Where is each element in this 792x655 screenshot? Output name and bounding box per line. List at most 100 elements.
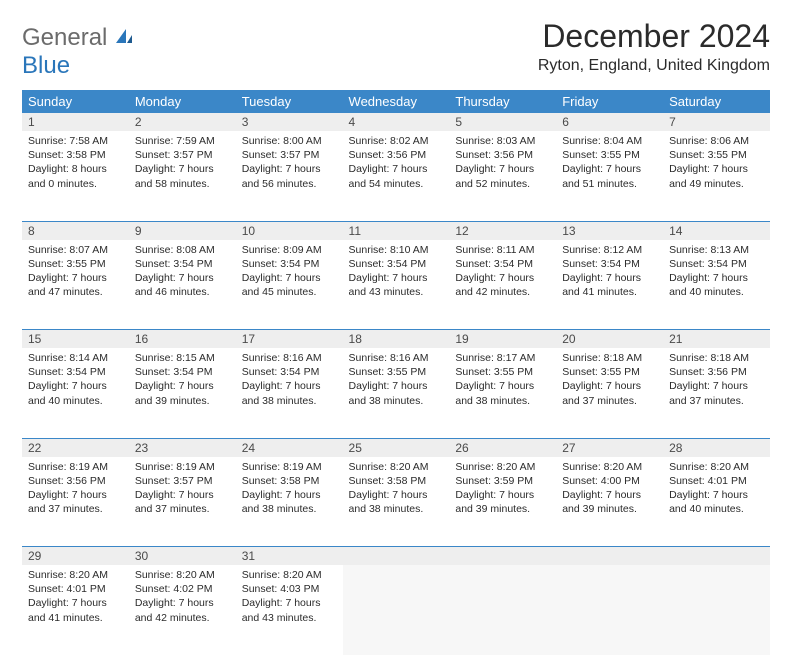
content-row: Sunrise: 8:20 AMSunset: 4:01 PM Daylight:…: [22, 565, 770, 655]
day-content-cell: [343, 565, 450, 655]
day-number-cell: 11: [343, 221, 450, 240]
daylight-text: and 51 minutes.: [562, 177, 657, 191]
day-number-cell: 10: [236, 221, 343, 240]
month-title: December 2024: [538, 18, 770, 55]
day-content-cell: [556, 565, 663, 655]
daylight-text: and 37 minutes.: [28, 502, 123, 516]
sunset-text: Sunset: 3:55 PM: [455, 365, 550, 379]
day-number-cell: 12: [449, 221, 556, 240]
daylight-text: Daylight: 7 hours: [242, 162, 337, 176]
day-number-cell: 28: [663, 438, 770, 457]
content-row: Sunrise: 7:58 AMSunset: 3:58 PMDaylight:…: [22, 131, 770, 221]
sunset-text: Sunset: 4:03 PM: [242, 582, 337, 596]
daylight-text: Daylight: 7 hours: [135, 379, 230, 393]
daylight-text: and 58 minutes.: [135, 177, 230, 191]
day-number-cell: 17: [236, 330, 343, 349]
sunrise-text: Sunrise: 7:59 AM: [135, 134, 230, 148]
day-number-cell: 19: [449, 330, 556, 349]
daylight-text: Daylight: 7 hours: [562, 162, 657, 176]
sunset-text: Sunset: 3:57 PM: [135, 148, 230, 162]
day-number-cell: [556, 547, 663, 566]
weekday-header: Saturday: [663, 90, 770, 113]
daylight-text: Daylight: 7 hours: [562, 271, 657, 285]
content-row: Sunrise: 8:19 AMSunset: 3:56 PMDaylight:…: [22, 457, 770, 547]
sunset-text: Sunset: 3:58 PM: [28, 148, 123, 162]
day-content-cell: Sunrise: 8:00 AMSunset: 3:57 PMDaylight:…: [236, 131, 343, 221]
daynum-row: 1234567: [22, 113, 770, 131]
day-number-cell: 23: [129, 438, 236, 457]
sunset-text: Sunset: 3:54 PM: [455, 257, 550, 271]
sunset-text: Sunset: 3:56 PM: [28, 474, 123, 488]
sunrise-text: Sunrise: 8:11 AM: [455, 243, 550, 257]
sunset-text: Sunset: 3:54 PM: [349, 257, 444, 271]
sunrise-text: Sunrise: 8:16 AM: [242, 351, 337, 365]
sunrise-text: Sunrise: 8:18 AM: [669, 351, 764, 365]
weekday-header: Monday: [129, 90, 236, 113]
sunrise-text: Sunrise: 8:20 AM: [28, 568, 123, 582]
daynum-row: 15161718192021: [22, 330, 770, 349]
daylight-text: and 45 minutes.: [242, 285, 337, 299]
daylight-text: Daylight: 7 hours: [349, 162, 444, 176]
sunrise-text: Sunrise: 8:18 AM: [562, 351, 657, 365]
daylight-text: and 40 minutes.: [28, 394, 123, 408]
day-number-cell: 18: [343, 330, 450, 349]
title-block: December 2024 Ryton, England, United Kin…: [538, 18, 770, 75]
day-number-cell: 3: [236, 113, 343, 131]
day-number-cell: 29: [22, 547, 129, 566]
day-number-cell: 26: [449, 438, 556, 457]
day-content-cell: Sunrise: 8:11 AMSunset: 3:54 PMDaylight:…: [449, 240, 556, 330]
daylight-text: Daylight: 7 hours: [669, 488, 764, 502]
day-content-cell: Sunrise: 8:16 AMSunset: 3:54 PMDaylight:…: [236, 348, 343, 438]
daylight-text: and 38 minutes.: [349, 394, 444, 408]
daylight-text: Daylight: 7 hours: [135, 596, 230, 610]
daylight-text: and 46 minutes.: [135, 285, 230, 299]
day-number-cell: 30: [129, 547, 236, 566]
daylight-text: and 38 minutes.: [349, 502, 444, 516]
daylight-text: Daylight: 7 hours: [135, 162, 230, 176]
sunset-text: Sunset: 3:54 PM: [28, 365, 123, 379]
daylight-text: Daylight: 7 hours: [349, 379, 444, 393]
day-number-cell: 22: [22, 438, 129, 457]
day-number-cell: 31: [236, 547, 343, 566]
sunrise-text: Sunrise: 8:00 AM: [242, 134, 337, 148]
sunrise-text: Sunrise: 8:08 AM: [135, 243, 230, 257]
day-content-cell: Sunrise: 8:13 AMSunset: 3:54 PMDaylight:…: [663, 240, 770, 330]
daynum-row: 891011121314: [22, 221, 770, 240]
daylight-text: Daylight: 7 hours: [28, 488, 123, 502]
weekday-header: Wednesday: [343, 90, 450, 113]
day-content-cell: Sunrise: 8:18 AMSunset: 3:56 PMDaylight:…: [663, 348, 770, 438]
sunset-text: Sunset: 3:54 PM: [242, 365, 337, 379]
day-content-cell: Sunrise: 8:20 AMSunset: 3:58 PMDaylight:…: [343, 457, 450, 547]
daylight-text: Daylight: 7 hours: [349, 271, 444, 285]
day-number-cell: 20: [556, 330, 663, 349]
sunset-text: Sunset: 4:01 PM: [28, 582, 123, 596]
daylight-text: Daylight: 7 hours: [349, 488, 444, 502]
day-number-cell: 25: [343, 438, 450, 457]
day-number-cell: 4: [343, 113, 450, 131]
sunset-text: Sunset: 3:54 PM: [135, 257, 230, 271]
logo: General Blue: [22, 18, 134, 80]
logo-sail-icon: [114, 32, 134, 49]
weekday-header: Sunday: [22, 90, 129, 113]
sunrise-text: Sunrise: 8:20 AM: [562, 460, 657, 474]
daylight-text: and 37 minutes.: [669, 394, 764, 408]
day-number-cell: 21: [663, 330, 770, 349]
day-content-cell: Sunrise: 8:19 AMSunset: 3:58 PMDaylight:…: [236, 457, 343, 547]
daylight-text: and 0 minutes.: [28, 177, 123, 191]
day-number-cell: 7: [663, 113, 770, 131]
sunset-text: Sunset: 3:57 PM: [135, 474, 230, 488]
daylight-text: Daylight: 7 hours: [135, 488, 230, 502]
sunrise-text: Sunrise: 8:09 AM: [242, 243, 337, 257]
sunset-text: Sunset: 3:56 PM: [669, 365, 764, 379]
day-content-cell: [663, 565, 770, 655]
weekday-header: Tuesday: [236, 90, 343, 113]
daylight-text: Daylight: 7 hours: [455, 162, 550, 176]
sunrise-text: Sunrise: 8:17 AM: [455, 351, 550, 365]
sunrise-text: Sunrise: 8:14 AM: [28, 351, 123, 365]
daylight-text: Daylight: 7 hours: [562, 488, 657, 502]
sunrise-text: Sunrise: 8:02 AM: [349, 134, 444, 148]
day-number-cell: [663, 547, 770, 566]
sunset-text: Sunset: 3:58 PM: [349, 474, 444, 488]
day-number-cell: 15: [22, 330, 129, 349]
weekday-header: Thursday: [449, 90, 556, 113]
